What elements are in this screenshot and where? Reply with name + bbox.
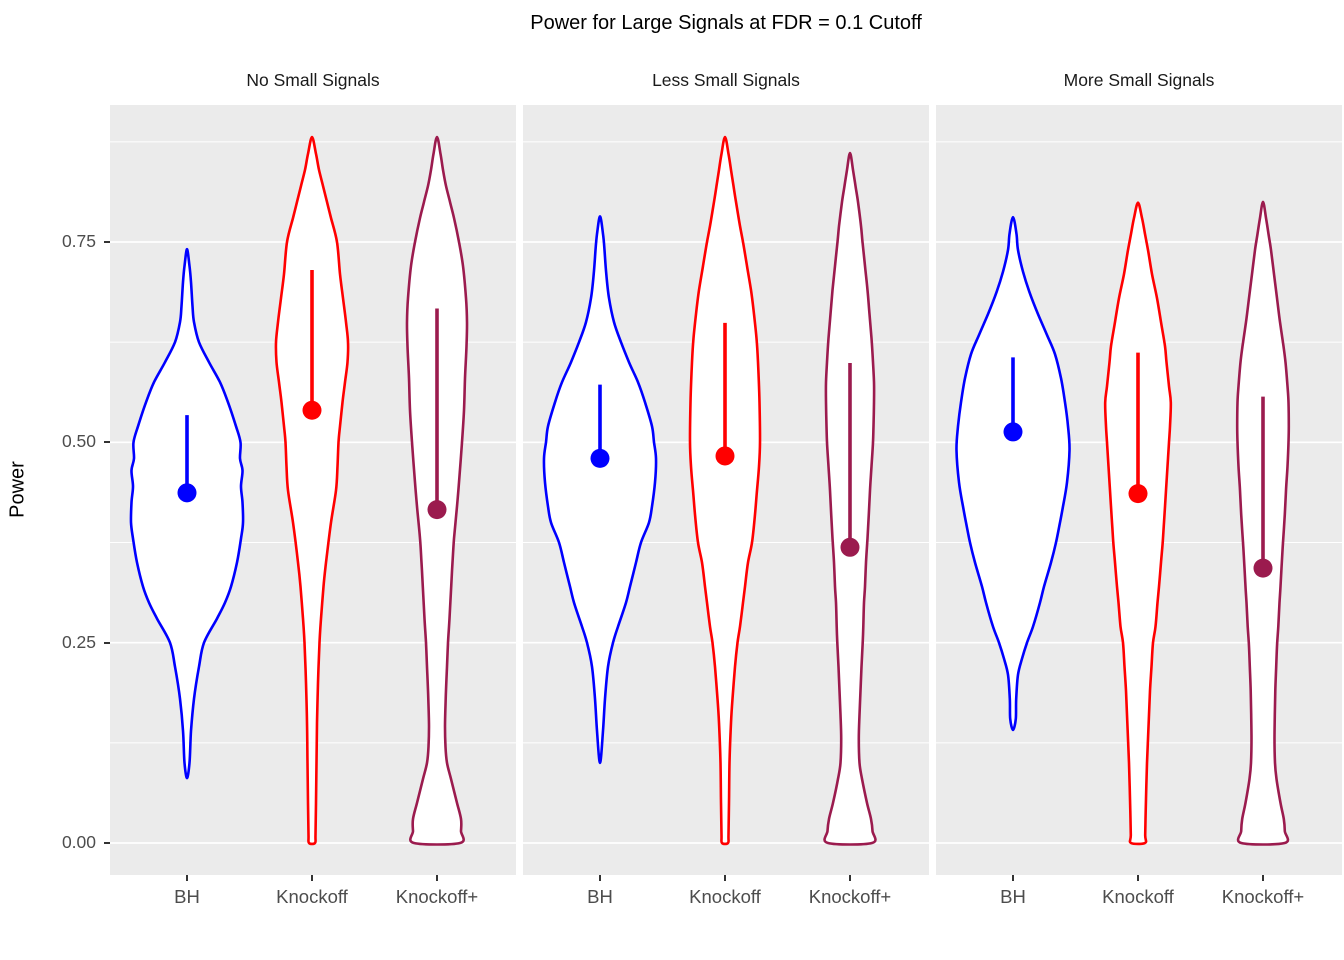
y-tick-label-0.75: 0.75 — [61, 231, 96, 251]
x-axis-tick-mark — [436, 875, 438, 881]
y-tick-label-0.50: 0.50 — [61, 431, 96, 452]
facet-panel-less-small-signals — [523, 105, 929, 875]
panel-canvas — [936, 105, 1342, 875]
x-tick-label-knockoff: Knockoff — [689, 886, 761, 907]
x-axis-tick-mark — [1262, 875, 1264, 881]
x-axis-tick-mark — [599, 875, 601, 881]
x-axis-tick-mark — [186, 875, 188, 881]
x-axis-tick-mark — [1137, 875, 1139, 881]
violin-bh — [955, 215, 1071, 732]
summary-point-knockoff+ — [840, 537, 860, 557]
x-tick-label-knockoff+: Knockoff+ — [1221, 886, 1305, 907]
summary-point-bh — [590, 448, 610, 468]
violin-bh — [129, 247, 245, 780]
y-tick-label-0.25: 0.25 — [61, 631, 96, 652]
facet-strip-label: Less Small Signals — [652, 70, 800, 90]
plot-title: Power for Large Signals at FDR = 0.1 Cut… — [530, 12, 922, 34]
y-axis-tick-mark — [104, 641, 110, 644]
violin-knockoff — [688, 135, 762, 846]
facet-strip-less-small-signals: Less Small Signals — [523, 57, 929, 104]
x-tick-label-bh: BH — [174, 886, 200, 907]
y-axis-tick-mark — [104, 842, 110, 844]
panel-canvas — [523, 105, 929, 875]
facet-strip-label: More Small Signals — [1063, 70, 1215, 90]
summary-point-knockoff — [302, 400, 322, 420]
facet-panel-more-small-signals — [936, 105, 1342, 875]
facet-panel-no-small-signals — [110, 105, 516, 875]
x-tick-label-bh: BH — [587, 886, 613, 907]
facet-strip-no-small-signals: No Small Signals — [110, 57, 516, 104]
x-tick-label-knockoff: Knockoff — [276, 886, 348, 907]
x-axis-tick-mark — [1012, 875, 1014, 881]
y-axis-tick-mark — [104, 441, 110, 444]
x-tick-label-knockoff+: Knockoff+ — [808, 886, 892, 907]
facet-strip-label: No Small Signals — [246, 70, 380, 90]
x-tick-label-knockoff: Knockoff — [1102, 886, 1174, 907]
summary-point-knockoff+ — [1253, 558, 1273, 578]
summary-point-knockoff — [715, 446, 735, 466]
facet-strip-more-small-signals: More Small Signals — [936, 57, 1342, 104]
violin-knockoff — [1103, 201, 1173, 846]
violin-knockoff — [274, 135, 350, 846]
y-axis-tick-mark — [104, 241, 110, 243]
summary-point-bh — [1003, 422, 1023, 442]
x-axis-tick-mark — [311, 875, 313, 881]
summary-point-bh — [177, 483, 197, 503]
x-tick-label-knockoff+: Knockoff+ — [395, 886, 479, 907]
summary-point-knockoff — [1128, 484, 1148, 504]
x-axis-tick-mark — [849, 875, 851, 881]
x-axis-tick-mark — [724, 875, 726, 881]
panel-canvas — [110, 105, 516, 875]
y-tick-label-0.00: 0.00 — [61, 832, 96, 852]
x-tick-label-bh: BH — [1000, 886, 1026, 907]
violin-bh — [542, 215, 658, 765]
y-axis-title: Power — [6, 461, 29, 518]
summary-point-knockoff+ — [427, 500, 447, 520]
